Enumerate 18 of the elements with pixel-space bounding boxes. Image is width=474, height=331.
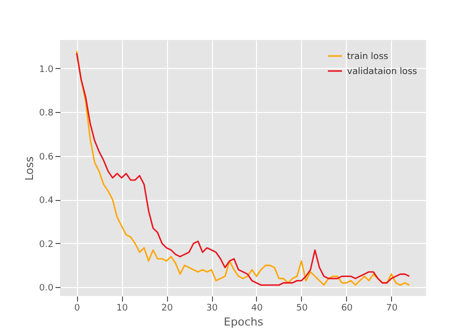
y-tick-label: 0.0 [39,284,54,294]
x-tick-label: 0 [74,304,80,314]
y-tick-label: 1.0 [39,64,54,75]
legend-label: validataion loss [347,67,418,77]
x-tick-label: 50 [296,304,308,314]
y-tick-label: 0.4 [39,196,54,206]
x-tick-label: 40 [251,304,263,314]
x-axis-title: Epochs [224,316,264,328]
x-tick-label: 60 [341,304,353,314]
x-tick-label: 10 [116,304,128,314]
y-axis-title: Loss [23,156,36,181]
x-tick-label: 70 [386,304,398,314]
y-tick-label: 0.6 [39,152,54,162]
x-tick-label: 30 [206,304,218,314]
y-tick-label: 0.8 [39,108,54,119]
legend-label: train loss [347,52,389,62]
x-tick-label: 20 [161,304,174,314]
y-tick-label: 0.2 [39,240,54,250]
